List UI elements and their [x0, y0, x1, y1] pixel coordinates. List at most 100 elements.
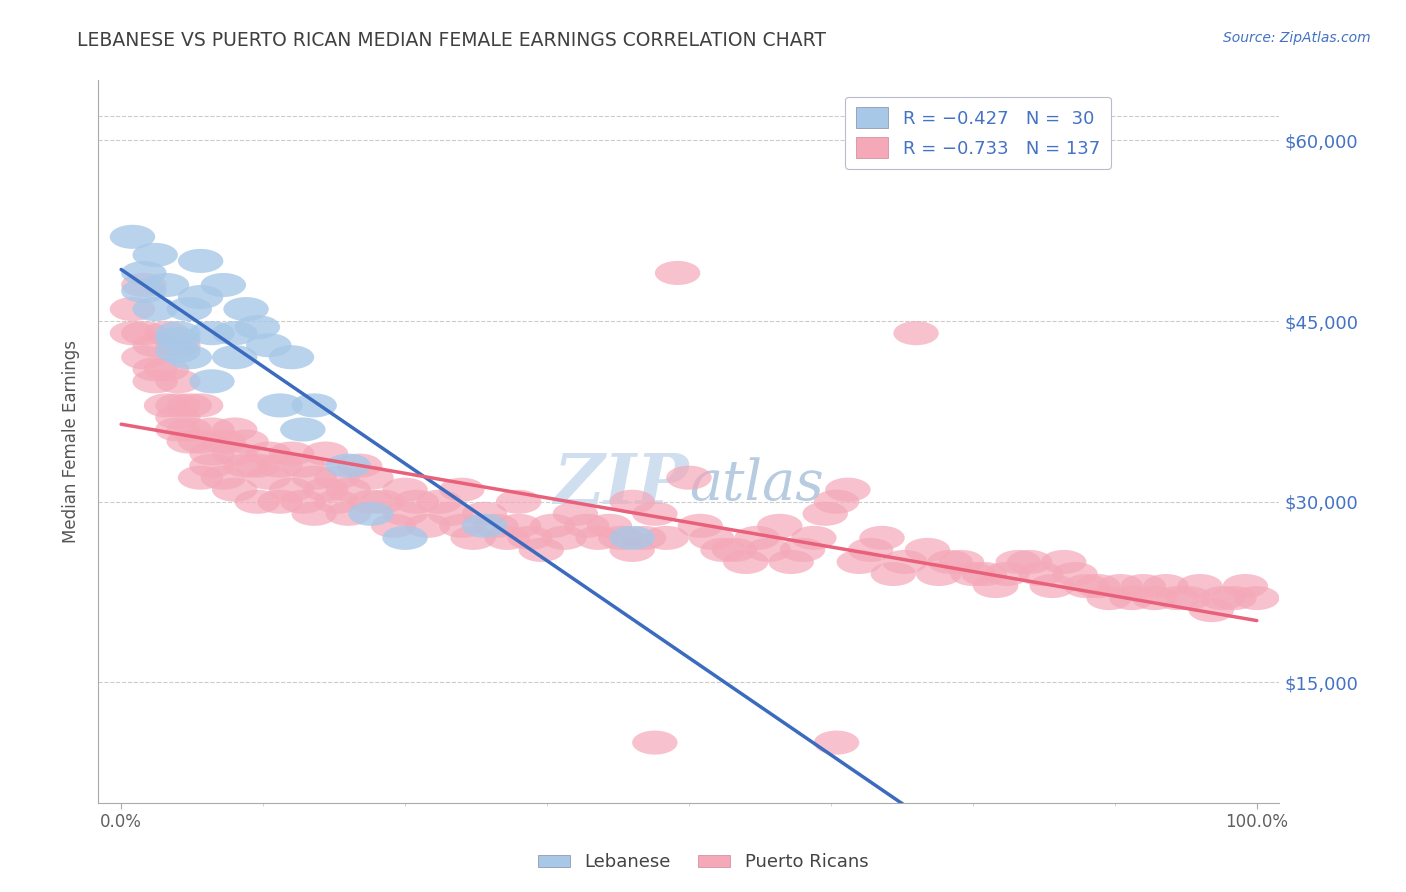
Ellipse shape	[190, 369, 235, 393]
Ellipse shape	[678, 514, 723, 538]
Ellipse shape	[246, 333, 291, 357]
Ellipse shape	[780, 538, 825, 562]
Ellipse shape	[745, 538, 792, 562]
Ellipse shape	[700, 538, 745, 562]
Ellipse shape	[166, 417, 212, 442]
Ellipse shape	[1177, 574, 1223, 599]
Ellipse shape	[1234, 586, 1279, 610]
Ellipse shape	[666, 466, 711, 490]
Ellipse shape	[166, 345, 212, 369]
Ellipse shape	[212, 442, 257, 466]
Ellipse shape	[110, 297, 155, 321]
Ellipse shape	[394, 490, 439, 514]
Ellipse shape	[179, 285, 224, 310]
Ellipse shape	[121, 260, 166, 285]
Ellipse shape	[326, 453, 371, 477]
Ellipse shape	[825, 477, 870, 501]
Ellipse shape	[360, 490, 405, 514]
Legend: Lebanese, Puerto Ricans: Lebanese, Puerto Ricans	[530, 847, 876, 879]
Ellipse shape	[769, 549, 814, 574]
Ellipse shape	[586, 514, 633, 538]
Ellipse shape	[405, 514, 450, 538]
Text: Source: ZipAtlas.com: Source: ZipAtlas.com	[1223, 31, 1371, 45]
Ellipse shape	[132, 333, 179, 357]
Ellipse shape	[224, 453, 269, 477]
Ellipse shape	[326, 477, 371, 501]
Ellipse shape	[1188, 599, 1234, 623]
Ellipse shape	[1212, 586, 1257, 610]
Ellipse shape	[474, 514, 519, 538]
Ellipse shape	[814, 731, 859, 755]
Ellipse shape	[882, 549, 928, 574]
Ellipse shape	[893, 321, 939, 345]
Text: atlas: atlas	[689, 458, 824, 512]
Ellipse shape	[1018, 562, 1064, 586]
Ellipse shape	[928, 549, 973, 574]
Ellipse shape	[110, 225, 155, 249]
Ellipse shape	[280, 417, 326, 442]
Ellipse shape	[246, 466, 291, 490]
Ellipse shape	[564, 514, 609, 538]
Ellipse shape	[1098, 574, 1143, 599]
Ellipse shape	[371, 514, 416, 538]
Ellipse shape	[939, 549, 984, 574]
Legend: R = −0.427   N =  30, R = −0.733   N = 137: R = −0.427 N = 30, R = −0.733 N = 137	[845, 96, 1111, 169]
Ellipse shape	[280, 490, 326, 514]
Ellipse shape	[439, 477, 485, 501]
Ellipse shape	[201, 273, 246, 297]
Ellipse shape	[496, 514, 541, 538]
Ellipse shape	[166, 297, 212, 321]
Ellipse shape	[1199, 586, 1246, 610]
Ellipse shape	[143, 393, 190, 417]
Ellipse shape	[110, 321, 155, 345]
Ellipse shape	[962, 562, 1007, 586]
Ellipse shape	[212, 345, 257, 369]
Ellipse shape	[734, 525, 780, 549]
Ellipse shape	[235, 490, 280, 514]
Ellipse shape	[269, 442, 314, 466]
Ellipse shape	[155, 369, 201, 393]
Ellipse shape	[143, 321, 190, 345]
Ellipse shape	[848, 538, 893, 562]
Ellipse shape	[269, 345, 314, 369]
Ellipse shape	[416, 490, 461, 514]
Ellipse shape	[269, 477, 314, 501]
Ellipse shape	[485, 525, 530, 549]
Ellipse shape	[349, 490, 394, 514]
Ellipse shape	[132, 297, 179, 321]
Ellipse shape	[1007, 549, 1052, 574]
Ellipse shape	[723, 549, 769, 574]
Ellipse shape	[143, 273, 190, 297]
Ellipse shape	[984, 562, 1029, 586]
Ellipse shape	[235, 315, 280, 339]
Ellipse shape	[132, 369, 179, 393]
Ellipse shape	[1166, 586, 1212, 610]
Ellipse shape	[904, 538, 950, 562]
Ellipse shape	[814, 490, 859, 514]
Ellipse shape	[859, 525, 904, 549]
Ellipse shape	[461, 514, 508, 538]
Ellipse shape	[257, 393, 302, 417]
Ellipse shape	[155, 393, 201, 417]
Ellipse shape	[655, 260, 700, 285]
Ellipse shape	[155, 333, 201, 357]
Ellipse shape	[179, 249, 224, 273]
Ellipse shape	[519, 538, 564, 562]
Ellipse shape	[803, 501, 848, 525]
Ellipse shape	[155, 321, 201, 345]
Ellipse shape	[792, 525, 837, 549]
Ellipse shape	[609, 490, 655, 514]
Ellipse shape	[427, 501, 474, 525]
Ellipse shape	[644, 525, 689, 549]
Ellipse shape	[870, 562, 917, 586]
Ellipse shape	[246, 442, 291, 466]
Ellipse shape	[633, 501, 678, 525]
Ellipse shape	[973, 574, 1018, 599]
Ellipse shape	[689, 525, 734, 549]
Ellipse shape	[235, 453, 280, 477]
Ellipse shape	[553, 501, 598, 525]
Ellipse shape	[190, 453, 235, 477]
Ellipse shape	[155, 405, 201, 430]
Ellipse shape	[155, 327, 201, 351]
Ellipse shape	[212, 477, 257, 501]
